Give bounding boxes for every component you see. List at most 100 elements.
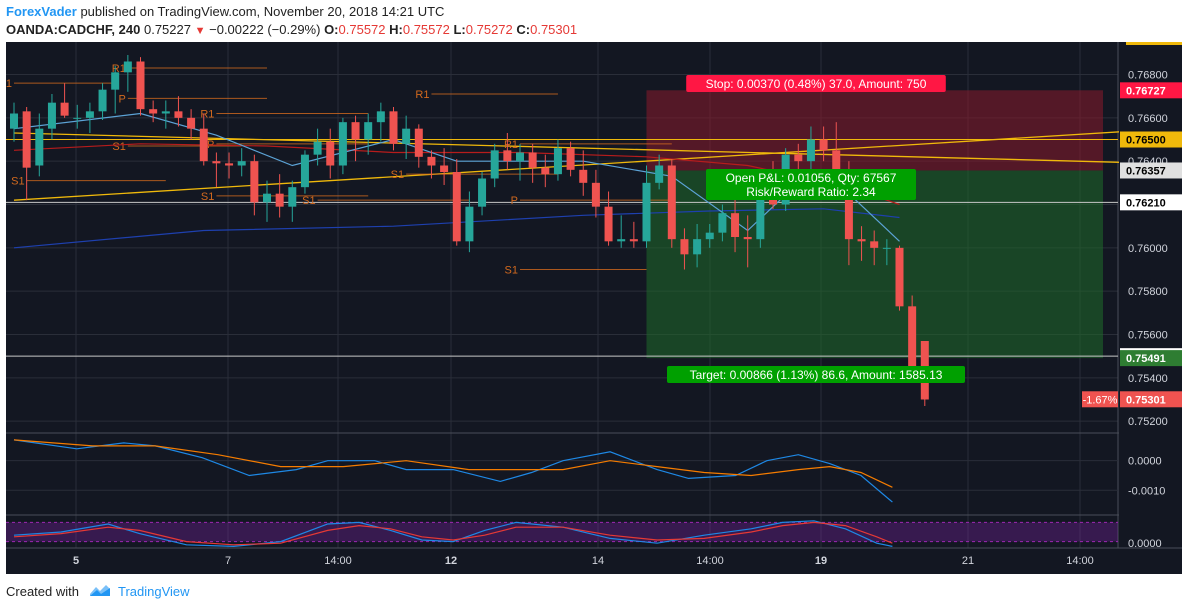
candle-body <box>174 111 183 118</box>
candle-body <box>591 182 600 207</box>
candle-body <box>300 154 309 188</box>
price-chart[interactable]: R1PR1R1PS1S1S1R1R1S1PS1S1Stop: 0.00370 (… <box>6 42 1182 574</box>
y-tick-label: 0.75800 <box>1128 286 1168 298</box>
price-badge-bg <box>1120 82 1182 99</box>
last-price: 0.75227 <box>143 22 191 37</box>
low-label: L: <box>453 22 466 37</box>
candle-body <box>149 109 158 114</box>
candle-body <box>516 152 524 162</box>
candle-body <box>427 156 436 166</box>
level-badge: 0.76210 <box>1126 197 1166 209</box>
candle-body <box>161 111 170 114</box>
candle-body <box>819 139 828 151</box>
candle-body <box>22 111 31 168</box>
candle-body <box>212 161 221 164</box>
level-badge-bg <box>1120 131 1182 148</box>
chart-header: ForexVader published on TradingView.com,… <box>6 3 1182 39</box>
candle-body <box>351 122 360 140</box>
candle-body <box>604 206 613 242</box>
x-tick-label: 14:00 <box>1066 555 1094 567</box>
close-label: C: <box>516 22 531 37</box>
x-tick-label: 12 <box>445 555 457 567</box>
pivot-label: P <box>511 195 518 207</box>
candle-body <box>756 189 765 240</box>
stochastic-line <box>13 520 893 548</box>
open-value: 0.75572 <box>338 22 386 37</box>
published-text: published on TradingView.com, November 2… <box>76 4 445 19</box>
price-badge-bg <box>1120 162 1182 179</box>
moving-average-line <box>13 208 900 249</box>
candle-body <box>693 239 702 255</box>
candle-body <box>705 232 714 240</box>
x-tick-label: 14:00 <box>324 555 352 567</box>
x-tick-label: 14 <box>592 555 604 567</box>
candle-body <box>743 237 752 240</box>
candle-body <box>731 213 740 237</box>
footer: Created with TradingView <box>0 577 1188 609</box>
publish-line: ForexVader published on TradingView.com,… <box>6 3 1182 21</box>
candle-body <box>199 128 208 162</box>
candle-body <box>73 117 82 119</box>
trendline <box>13 132 1182 165</box>
open-pl-box <box>706 169 916 200</box>
candle-body <box>136 61 145 110</box>
y-tick-label: 0.75600 <box>1128 330 1168 342</box>
candle-body <box>225 163 234 166</box>
candle-body <box>187 117 196 129</box>
candle-body <box>376 111 385 123</box>
target-label-box <box>667 366 965 383</box>
open-pl-label: Open P&L: 0.01056, Qty: 67567 <box>726 171 897 185</box>
candle-body <box>832 150 841 170</box>
candle-body <box>85 111 94 118</box>
price-badge: 0.75301 <box>1126 394 1166 406</box>
x-tick-label: 21 <box>962 555 974 567</box>
candle-body <box>478 178 487 207</box>
candle-body <box>452 172 461 242</box>
y-tick-label: 0.76800 <box>1128 70 1168 82</box>
candle-body <box>402 128 411 144</box>
stop-zone <box>646 90 1103 171</box>
candle-body <box>718 213 727 233</box>
pivot-label: S1 <box>302 195 315 207</box>
candle-body <box>111 72 120 90</box>
pivot-label: R1 <box>415 89 429 101</box>
tradingview-logo-icon <box>90 585 110 596</box>
x-tick-label: 19 <box>815 555 827 567</box>
candle-body <box>47 102 56 129</box>
candle-body <box>844 169 853 240</box>
oscillator-line <box>13 439 893 488</box>
candle-body <box>667 165 676 240</box>
stop-label-box <box>686 75 946 92</box>
price-badge-bg <box>1120 391 1182 408</box>
stoch-y-tick-label: 0.0000 <box>1128 538 1162 550</box>
candle-body <box>313 141 322 155</box>
candle-body <box>263 193 271 203</box>
level-badge-bg <box>1120 194 1182 211</box>
candle-body <box>642 182 651 242</box>
price-badge: 0.76357 <box>1126 165 1166 177</box>
low-value: 0.75272 <box>465 22 513 37</box>
pivot-label: R1 <box>6 78 12 90</box>
candle-body <box>338 122 347 166</box>
time-axis-bg <box>6 548 1182 574</box>
candle-body <box>680 239 689 255</box>
candle-body <box>35 128 44 166</box>
candle-body <box>882 247 891 249</box>
candle-body <box>857 239 866 242</box>
candle-body <box>123 61 132 73</box>
pivot-label: S1 <box>505 265 518 277</box>
candle-body <box>237 161 246 166</box>
pct-badge-bg <box>1082 391 1118 408</box>
osc-y-tick-label: 0.0000 <box>1128 456 1162 468</box>
y-tick-label: 0.75400 <box>1128 373 1168 385</box>
tradingview-brand-link[interactable]: TradingView <box>118 584 190 599</box>
candle-body <box>794 154 803 162</box>
price-badge: 0.75491 <box>1126 353 1166 365</box>
x-tick-label: 14:00 <box>696 555 724 567</box>
close-value: 0.75301 <box>530 22 578 37</box>
candle-body <box>895 247 904 307</box>
author-link[interactable]: ForexVader <box>6 4 77 19</box>
candle-body <box>98 89 107 112</box>
stop-label: Stop: 0.00370 (0.48%) 37.0, Amount: 750 <box>706 77 927 91</box>
candle-body <box>465 206 474 242</box>
